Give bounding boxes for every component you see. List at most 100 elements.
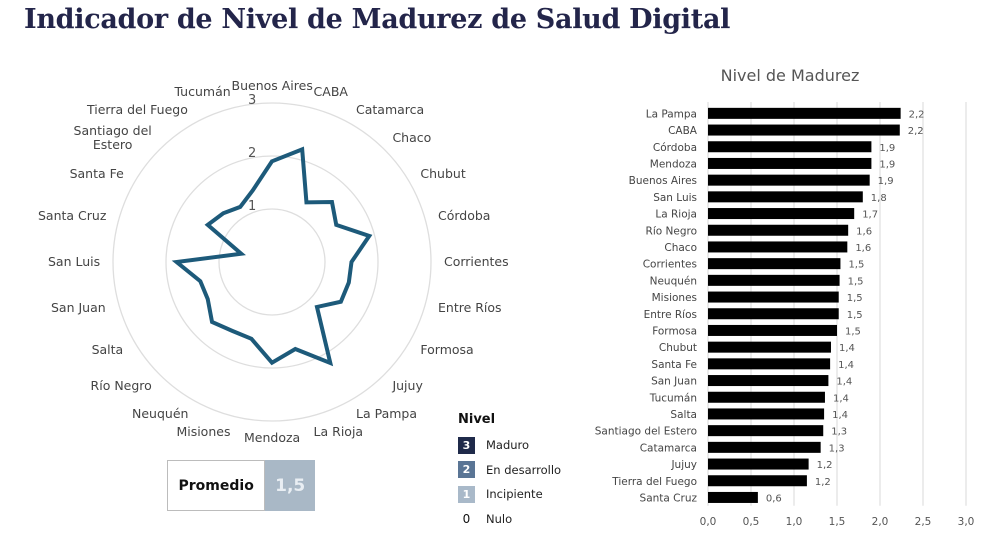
bar bbox=[708, 458, 809, 470]
legend-item-maduro: 3 Maduro bbox=[458, 433, 561, 458]
x-tick-label: 3,0 bbox=[958, 516, 975, 528]
x-tick-label: 0,5 bbox=[743, 516, 760, 528]
bar bbox=[708, 408, 825, 420]
bar bbox=[708, 341, 831, 353]
x-tick-label: 0,0 bbox=[700, 516, 717, 528]
bar-value-label: 0,6 bbox=[766, 493, 782, 504]
radar-plot bbox=[112, 102, 432, 422]
legend-swatch: 1 bbox=[458, 485, 475, 503]
radar-axis-label: Buenos Aires bbox=[231, 78, 313, 93]
bar-value-label: 1,4 bbox=[833, 393, 849, 404]
radar-axis-label: Córdoba bbox=[438, 208, 491, 224]
bar bbox=[708, 475, 807, 487]
legend-title: Nivel bbox=[458, 412, 496, 427]
radar-axis-label: La Rioja bbox=[313, 424, 364, 439]
bar bbox=[708, 441, 821, 453]
bar-value-label: 1,9 bbox=[879, 143, 895, 154]
bar bbox=[708, 358, 831, 370]
radar-series-line bbox=[171, 146, 373, 367]
category-label: Tierra del Fuego bbox=[611, 476, 697, 488]
level-legend: Nivel 3 Maduro 2 En desarrollo 1 Incipie… bbox=[458, 412, 561, 531]
radar-axis-label: Jujuy bbox=[392, 378, 423, 394]
legend-swatch: 0 bbox=[462, 511, 471, 526]
category-label: Misiones bbox=[652, 292, 697, 304]
radar-axis-label: Río Negro bbox=[90, 378, 152, 394]
radar-axis-label: Corrientes bbox=[444, 254, 509, 269]
x-tick-label: 2,0 bbox=[872, 516, 889, 528]
radar-axis-label: Santa Cruz bbox=[37, 208, 107, 224]
bar-value-label: 1,8 bbox=[871, 193, 887, 204]
legend-label: Incipiente bbox=[486, 487, 543, 502]
legend-label: Maduro bbox=[486, 438, 530, 453]
bar bbox=[708, 241, 848, 253]
average-value: 1,5 bbox=[265, 460, 315, 511]
bar-value-label: 1,5 bbox=[847, 293, 863, 304]
bar-value-label: 1,5 bbox=[845, 326, 861, 337]
radar-ring-label: 3 bbox=[248, 93, 257, 108]
bar-value-label: 1,4 bbox=[838, 360, 854, 371]
bar-value-label: 1,7 bbox=[862, 210, 878, 221]
bar bbox=[708, 141, 872, 153]
bar bbox=[708, 174, 870, 186]
bar bbox=[708, 491, 758, 503]
category-label: La Pampa bbox=[646, 108, 697, 120]
category-label: Santiago del Estero bbox=[595, 426, 697, 438]
radar-ring bbox=[165, 155, 379, 369]
category-label: Formosa bbox=[652, 325, 697, 337]
bar-value-label: 1,9 bbox=[879, 159, 895, 170]
category-label: Córdoba bbox=[653, 142, 697, 154]
legend-item-incipiente: 1 Incipiente bbox=[458, 482, 561, 507]
category-label: La Rioja bbox=[655, 209, 697, 221]
legend-item-nulo: 0 Nulo bbox=[458, 507, 561, 532]
bar-value-label: 1,3 bbox=[831, 427, 847, 438]
bar-value-label: 1,2 bbox=[815, 477, 831, 488]
radar-ring-label: 2 bbox=[248, 146, 257, 161]
radar-axis-label: San Luis bbox=[48, 254, 101, 269]
radar-axis-label: Mendoza bbox=[244, 430, 301, 445]
category-label: Chaco bbox=[664, 242, 697, 254]
bar bbox=[708, 208, 855, 220]
bar bbox=[708, 308, 839, 320]
radar-ring bbox=[218, 208, 326, 316]
radar-axis-label: Tucumán bbox=[174, 83, 231, 99]
category-label: Mendoza bbox=[650, 158, 697, 170]
bar-value-label: 1,4 bbox=[832, 410, 848, 421]
bar-value-label: 2,2 bbox=[909, 109, 925, 120]
radar-axis-label: Salta bbox=[91, 342, 124, 357]
bar-chart-title: Nivel de Madurez bbox=[720, 66, 860, 85]
bar-value-label: 1,5 bbox=[848, 260, 864, 271]
radar-axis-label: La Pampa bbox=[356, 406, 418, 422]
bar-value-label: 1,5 bbox=[847, 310, 863, 321]
legend-label: Nulo bbox=[486, 511, 513, 526]
legend-label: En desarrollo bbox=[486, 462, 562, 477]
radar-axis-label: Formosa bbox=[420, 342, 474, 357]
bar-value-label: 1,4 bbox=[839, 343, 855, 354]
category-label: Buenos Aires bbox=[629, 175, 697, 187]
legend-swatch: 3 bbox=[458, 436, 475, 454]
category-label: Jujuy bbox=[670, 459, 697, 471]
category-label: CABA bbox=[668, 125, 698, 137]
bar bbox=[708, 291, 839, 303]
radar-axis-label: Tierra del Fuego bbox=[87, 101, 188, 117]
bar bbox=[708, 258, 841, 270]
bar bbox=[708, 107, 901, 119]
radar-axis-label: Santiago del Estero bbox=[73, 122, 152, 152]
category-label: Salta bbox=[670, 409, 697, 421]
radar-ring-label: 1 bbox=[248, 199, 257, 214]
average-label: Promedio bbox=[167, 460, 266, 511]
category-label: San Luis bbox=[653, 192, 697, 204]
bar-value-label: 1,5 bbox=[848, 276, 864, 287]
bar-value-label: 2,2 bbox=[908, 126, 924, 137]
legend-item-en-desarrollo: 2 En desarrollo bbox=[458, 458, 561, 483]
bar-value-label: 1,4 bbox=[836, 377, 852, 388]
bar bbox=[708, 391, 825, 403]
category-label: Santa Fe bbox=[651, 359, 697, 371]
bar bbox=[708, 425, 824, 437]
bar bbox=[708, 274, 840, 286]
bar bbox=[708, 157, 872, 169]
radar-axis-label: Catamarca bbox=[356, 101, 425, 117]
bar-value-label: 1,6 bbox=[855, 243, 871, 254]
category-label: Catamarca bbox=[640, 442, 697, 454]
bar bbox=[708, 375, 829, 387]
